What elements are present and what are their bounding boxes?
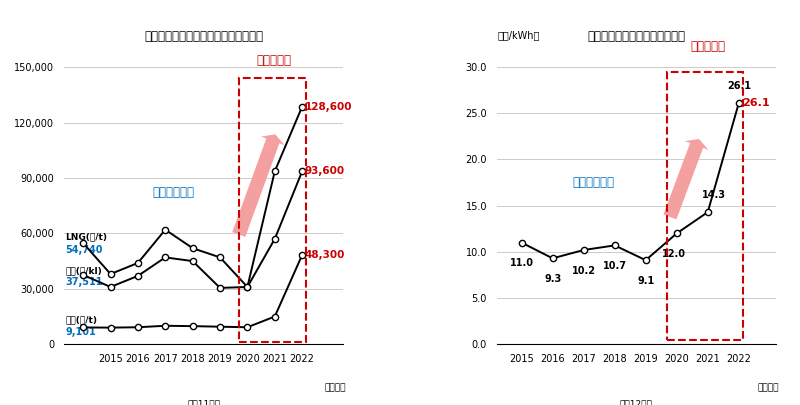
Text: 10.7: 10.7 bbox=[602, 261, 626, 271]
Text: 26.1: 26.1 bbox=[726, 81, 750, 91]
Text: 安定的に推移: 安定的に推移 bbox=[572, 176, 614, 189]
Text: （〜11月）: （〜11月） bbox=[187, 400, 220, 405]
Title: 【卸電力取引市場価格の推移】: 【卸電力取引市場価格の推移】 bbox=[587, 30, 686, 43]
Text: 11.0: 11.0 bbox=[510, 258, 534, 269]
Text: LNG(円/t): LNG(円/t) bbox=[66, 232, 107, 241]
Text: 128,600: 128,600 bbox=[305, 102, 352, 112]
Text: （年度）: （年度） bbox=[325, 383, 346, 392]
Text: 石炭(円/t): 石炭(円/t) bbox=[66, 316, 98, 325]
Text: 10.2: 10.2 bbox=[572, 266, 596, 276]
Text: 9,101: 9,101 bbox=[66, 327, 96, 337]
Text: 37,511: 37,511 bbox=[66, 277, 103, 288]
Text: 9.3: 9.3 bbox=[544, 274, 562, 284]
Text: 14.3: 14.3 bbox=[702, 190, 726, 200]
Text: 急激に高騰: 急激に高騰 bbox=[256, 54, 291, 67]
Bar bbox=[667, 72, 743, 340]
Text: 原油(円/kl): 原油(円/kl) bbox=[66, 266, 102, 275]
Bar bbox=[239, 78, 306, 342]
Text: 93,600: 93,600 bbox=[305, 166, 345, 176]
Text: 急激に高騰: 急激に高騰 bbox=[690, 40, 726, 53]
Text: 54,740: 54,740 bbox=[66, 245, 103, 255]
Text: （年度）: （年度） bbox=[758, 383, 778, 392]
Text: 48,300: 48,300 bbox=[305, 250, 346, 260]
Text: （円/kWh）: （円/kWh） bbox=[498, 30, 540, 40]
Text: 9.1: 9.1 bbox=[637, 276, 654, 286]
Text: （〜12月）: （〜12月） bbox=[620, 400, 653, 405]
Text: 26.1: 26.1 bbox=[742, 98, 770, 108]
Text: 12.0: 12.0 bbox=[662, 249, 686, 259]
Title: 【燃料価格（貿易統計価格）の推移】: 【燃料価格（貿易統計価格）の推移】 bbox=[144, 30, 263, 43]
Text: 安定的に推移: 安定的に推移 bbox=[153, 186, 194, 199]
